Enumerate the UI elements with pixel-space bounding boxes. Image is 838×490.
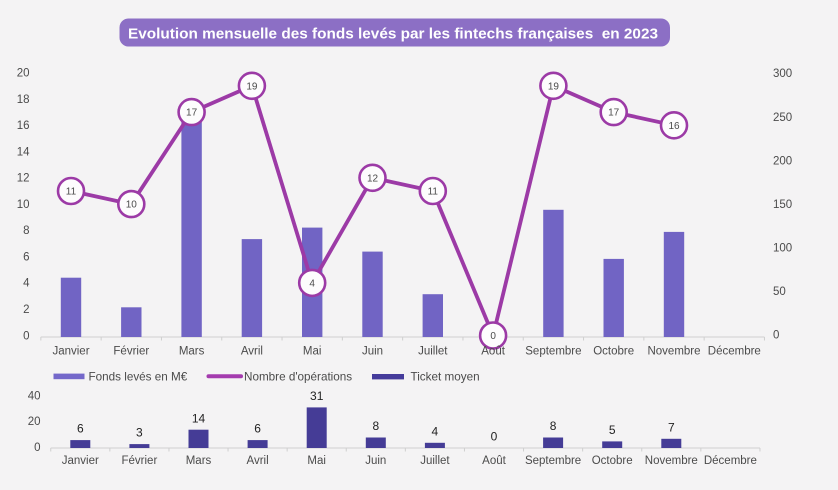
svg-text:Janvier: Janvier bbox=[52, 346, 89, 358]
svg-text:40: 40 bbox=[28, 391, 41, 403]
svg-text:6: 6 bbox=[77, 422, 84, 436]
svg-text:300: 300 bbox=[773, 68, 792, 80]
svg-text:8: 8 bbox=[550, 419, 557, 433]
svg-text:11: 11 bbox=[66, 187, 77, 198]
svg-text:Octobre: Octobre bbox=[592, 455, 633, 467]
svg-text:Décembre: Décembre bbox=[708, 346, 761, 358]
svg-text:0: 0 bbox=[491, 430, 498, 444]
svg-text:18: 18 bbox=[17, 94, 30, 106]
svg-text:Fonds levés en M€: Fonds levés en M€ bbox=[89, 371, 188, 384]
svg-text:7: 7 bbox=[668, 420, 675, 434]
svg-text:Mars: Mars bbox=[186, 455, 212, 467]
svg-text:100: 100 bbox=[773, 242, 792, 254]
svg-text:19: 19 bbox=[246, 81, 258, 92]
svg-text:Décembre: Décembre bbox=[704, 455, 757, 467]
svg-text:10: 10 bbox=[17, 199, 30, 211]
svg-text:2: 2 bbox=[23, 304, 29, 316]
svg-text:Juin: Juin bbox=[362, 346, 383, 358]
svg-text:16: 16 bbox=[668, 121, 680, 132]
svg-text:Ticket moyen: Ticket moyen bbox=[411, 371, 480, 384]
svg-text:Février: Février bbox=[113, 346, 149, 358]
svg-text:17: 17 bbox=[608, 108, 620, 119]
svg-text:4: 4 bbox=[432, 424, 439, 438]
svg-text:50: 50 bbox=[773, 286, 786, 298]
svg-text:14: 14 bbox=[192, 411, 206, 425]
svg-text:Mars: Mars bbox=[179, 346, 205, 358]
svg-text:Novembre: Novembre bbox=[647, 346, 700, 358]
svg-text:12: 12 bbox=[367, 173, 379, 184]
svg-text:16: 16 bbox=[17, 120, 30, 132]
svg-text:3: 3 bbox=[136, 426, 143, 440]
svg-text:Avril: Avril bbox=[247, 455, 269, 467]
svg-text:Août: Août bbox=[481, 346, 505, 358]
svg-text:11: 11 bbox=[428, 187, 439, 198]
svg-text:10: 10 bbox=[126, 200, 138, 211]
svg-text:Février: Février bbox=[122, 455, 158, 467]
svg-text:Evolution mensuelle des fonds: Evolution mensuelle des fonds levés par … bbox=[128, 26, 658, 43]
svg-text:31: 31 bbox=[310, 389, 324, 403]
svg-text:Mai: Mai bbox=[303, 346, 322, 358]
svg-text:200: 200 bbox=[773, 155, 792, 167]
svg-text:Septembre: Septembre bbox=[525, 455, 581, 467]
svg-text:0: 0 bbox=[490, 331, 496, 342]
svg-text:12: 12 bbox=[17, 173, 30, 185]
svg-text:19: 19 bbox=[548, 81, 560, 92]
svg-text:6: 6 bbox=[254, 422, 261, 436]
svg-text:Janvier: Janvier bbox=[62, 455, 99, 467]
svg-text:Octobre: Octobre bbox=[593, 346, 634, 358]
svg-text:Août: Août bbox=[482, 455, 506, 467]
svg-text:0: 0 bbox=[23, 330, 29, 342]
svg-text:Juillet: Juillet bbox=[420, 455, 450, 467]
svg-text:150: 150 bbox=[773, 199, 792, 211]
svg-text:5: 5 bbox=[609, 423, 616, 437]
svg-text:Avril: Avril bbox=[241, 346, 263, 358]
svg-text:4: 4 bbox=[23, 278, 30, 290]
svg-text:250: 250 bbox=[773, 112, 792, 124]
svg-text:Juin: Juin bbox=[365, 455, 386, 467]
svg-text:20: 20 bbox=[28, 416, 41, 428]
svg-text:6: 6 bbox=[23, 252, 29, 264]
svg-text:Novembre: Novembre bbox=[645, 455, 698, 467]
svg-text:8: 8 bbox=[372, 419, 379, 433]
svg-text:14: 14 bbox=[17, 146, 30, 158]
svg-text:Septembre: Septembre bbox=[525, 346, 581, 358]
svg-text:20: 20 bbox=[17, 68, 30, 80]
svg-text:Juillet: Juillet bbox=[418, 346, 448, 358]
svg-text:0: 0 bbox=[773, 330, 779, 342]
svg-text:Nombre d'opérations: Nombre d'opérations bbox=[244, 371, 352, 384]
svg-text:4: 4 bbox=[309, 278, 315, 289]
svg-text:17: 17 bbox=[186, 108, 198, 119]
svg-text:8: 8 bbox=[23, 225, 29, 237]
svg-text:0: 0 bbox=[34, 442, 40, 454]
svg-text:Mai: Mai bbox=[307, 455, 326, 467]
